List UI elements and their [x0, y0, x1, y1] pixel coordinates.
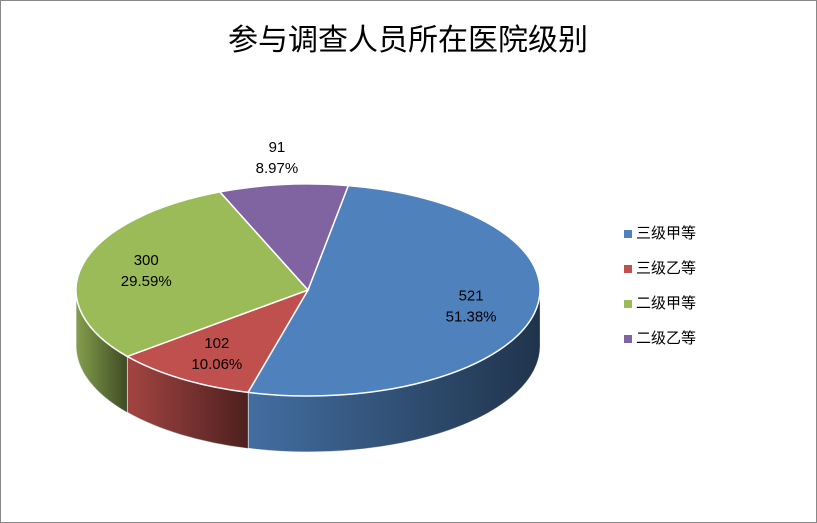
pie-slice	[75, 191, 310, 358]
data-label-percent: 29.59%	[121, 273, 172, 290]
data-label: 300	[134, 252, 159, 269]
pie-slice	[246, 184, 541, 397]
data-label-percent: 8.97%	[256, 160, 299, 177]
legend-swatch	[624, 265, 632, 273]
chart-title: 参与调查人员所在医院级别	[228, 24, 588, 57]
pie-side-shade	[248, 290, 540, 452]
pie-side-shade	[127, 356, 249, 449]
pie-slice	[218, 183, 350, 292]
legend-label: 二级乙等	[636, 329, 696, 347]
pie-side-shade	[76, 290, 128, 413]
legend-swatch	[624, 300, 632, 308]
legend-swatch	[624, 230, 632, 238]
data-label-percent: 51.38%	[446, 308, 497, 325]
legend-label: 三级甲等	[636, 224, 696, 242]
data-label: 91	[269, 139, 286, 156]
pie-slice	[125, 288, 310, 394]
legend-swatch	[624, 335, 632, 343]
data-label: 102	[204, 335, 229, 352]
legend-label: 二级甲等	[636, 294, 696, 312]
data-label-percent: 10.06%	[191, 356, 242, 373]
data-label: 521	[459, 287, 484, 304]
legend-label: 三级乙等	[636, 259, 696, 277]
